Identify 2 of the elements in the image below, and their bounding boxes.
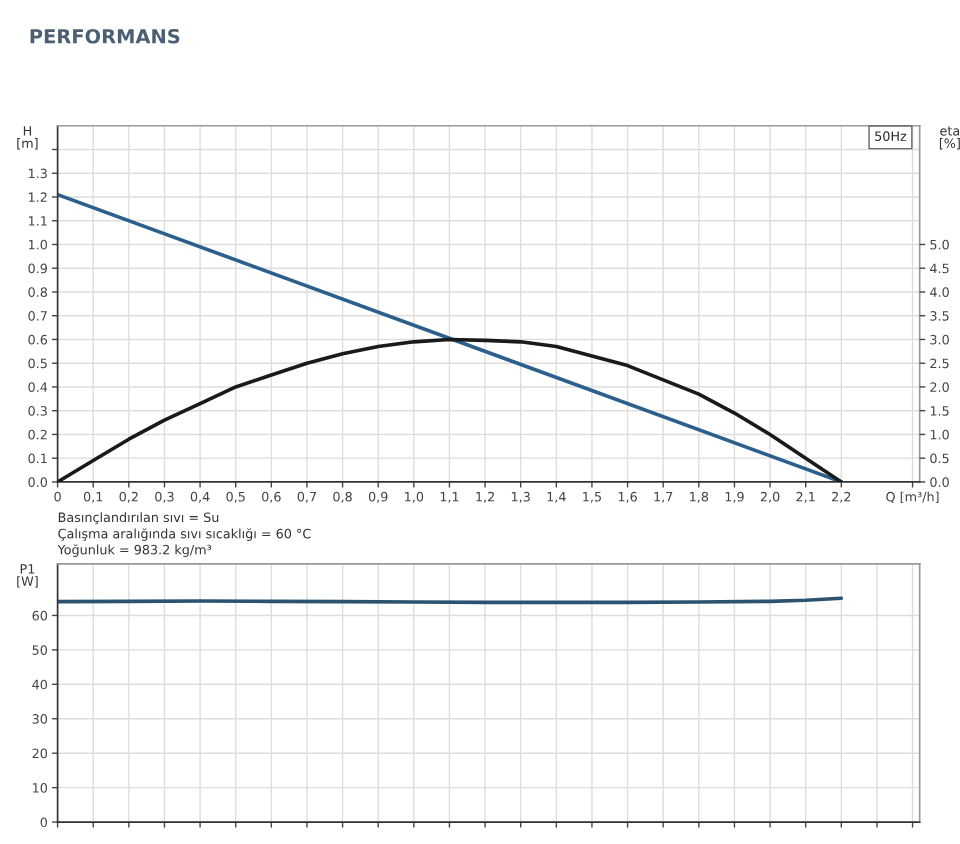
- chart-title: PERFORMANS: [30, 28, 180, 44]
- line-series: [57, 337, 844, 482]
